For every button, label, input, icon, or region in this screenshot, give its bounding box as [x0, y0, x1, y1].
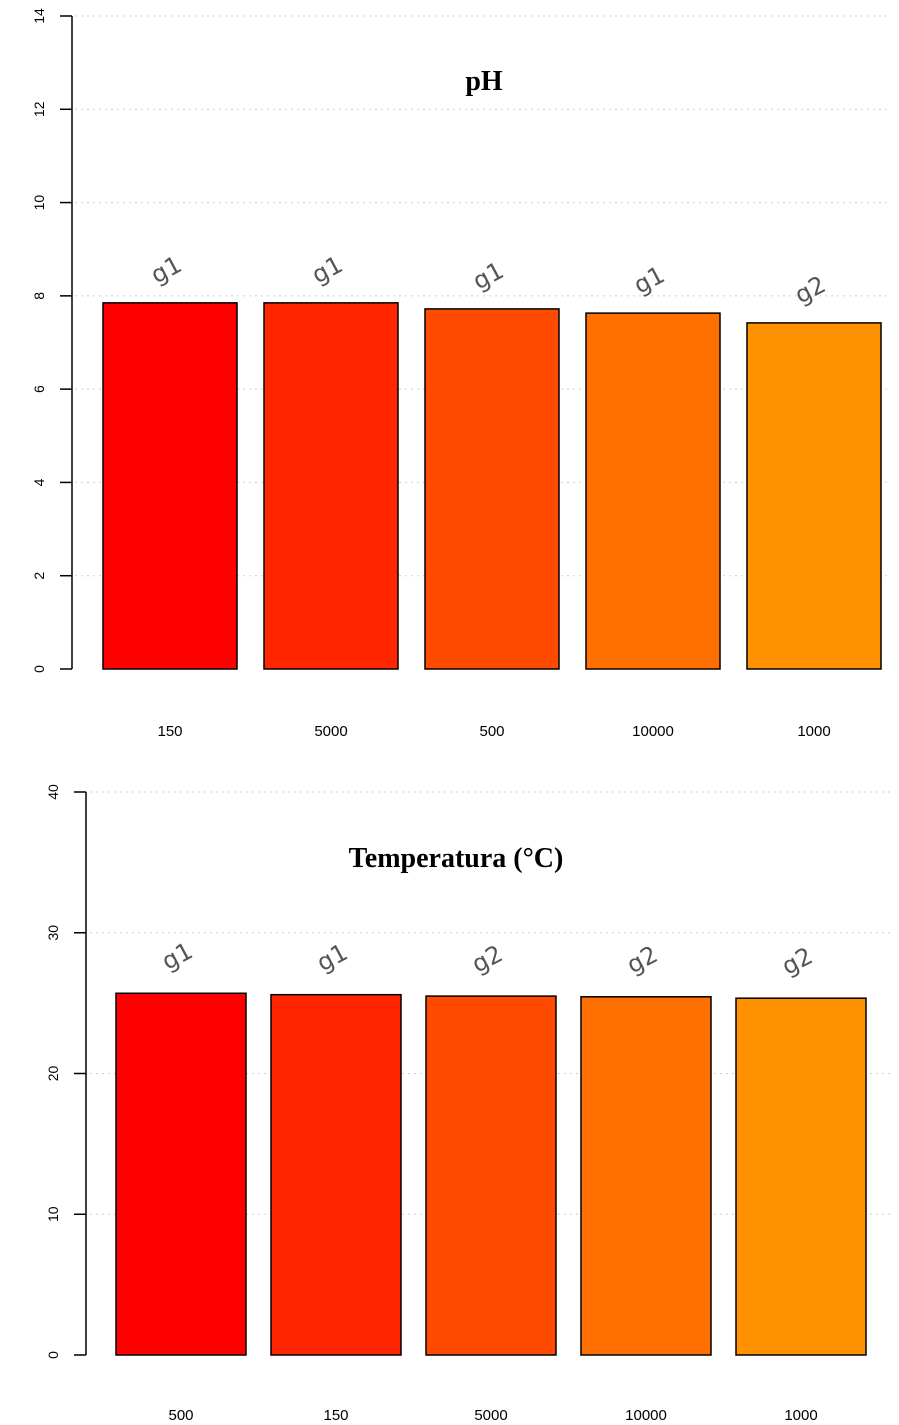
- temp-y-tick-label: 20: [45, 1066, 61, 1082]
- temp-chart-title: Temperatura (°C): [349, 843, 564, 874]
- ph-y-tick-label: 8: [31, 292, 47, 300]
- temp-bar-label: g1: [157, 937, 197, 976]
- temp-category-label: 150: [323, 1407, 348, 1424]
- ph-y-tick-label: 12: [31, 101, 47, 117]
- ph-category-label: 5000: [314, 723, 347, 740]
- temperature-chart: 0 10 20 30 40 g1 500 g1 150 g2 5000 g2 10000 g2 1000 Te…: [45, 784, 890, 1424]
- ph-bar-label: g1: [468, 256, 508, 295]
- ph-chart-title: pH: [465, 66, 503, 97]
- temp-bar-label: g2: [622, 940, 662, 979]
- ph-y-tick-label: 2: [31, 572, 47, 580]
- ph-y-tick-label: 4: [31, 478, 47, 486]
- temp-bar: [425, 995, 557, 1356]
- ph-category-label: 10000: [632, 723, 674, 740]
- temp-y-tick-label: 10: [45, 1206, 61, 1222]
- ph-y-tick-label: 10: [31, 195, 47, 211]
- ph-y-tick-label: 6: [31, 385, 47, 393]
- temp-category-label: 1000: [784, 1407, 817, 1424]
- temp-bar: [115, 992, 247, 1356]
- temp-category-label: 500: [168, 1407, 193, 1424]
- ph-y-tick-label: 14: [31, 8, 47, 24]
- ph-bar: [263, 302, 399, 670]
- temp-bar-label: g2: [467, 939, 507, 978]
- temp-bar: [735, 997, 867, 1356]
- ph-bar-label: g1: [307, 250, 347, 289]
- temp-bar: [580, 996, 712, 1356]
- temp-bar: [270, 993, 402, 1356]
- temp-y-tick-label: 40: [45, 784, 61, 800]
- ph-category-label: 1000: [797, 723, 830, 740]
- temp-category-label: 5000: [474, 1407, 507, 1424]
- ph-bar: [585, 312, 721, 670]
- ph-y-tick-label: 0: [31, 665, 47, 673]
- ph-bar: [102, 302, 238, 670]
- ph-bar-label: g1: [629, 261, 669, 300]
- ph-bar: [746, 322, 882, 670]
- temp-bar-label: g1: [312, 938, 352, 977]
- temp-category-label: 10000: [625, 1407, 667, 1424]
- ph-bar-label: g1: [146, 250, 186, 289]
- ph-chart: 0 2 4 6 8 10 12 14 g1 150 g1 5000 g1 500 g1 10000 g2 1000…: [31, 8, 890, 740]
- ph-bar: [424, 308, 560, 670]
- ph-category-label: 150: [157, 723, 182, 740]
- temp-bar-label: g2: [777, 942, 817, 981]
- temp-y-tick-label: 30: [45, 925, 61, 941]
- ph-category-label: 500: [479, 723, 504, 740]
- temp-y-tick-label: 0: [45, 1351, 61, 1359]
- ph-bar-label: g2: [790, 270, 830, 309]
